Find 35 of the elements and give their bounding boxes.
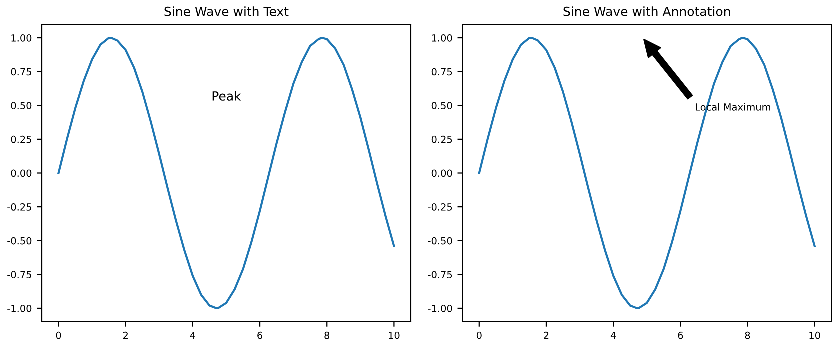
y-tick-label: 0.50 [11, 102, 32, 110]
y-tick-label: -0.25 [8, 204, 32, 211]
y-tick-label: 0.50 [432, 102, 452, 110]
y-tick-label: 0.75 [432, 68, 452, 76]
chart-title: Sine Wave with Text [164, 6, 289, 16]
y-tick-label: 0.00 [432, 170, 452, 178]
y-tick-label: 0.25 [432, 136, 452, 144]
y-tick-label: -0.25 [428, 204, 452, 211]
y-tick-label: 0.75 [11, 68, 32, 76]
x-tick-label: 2 [544, 332, 549, 340]
x-tick-label: 4 [190, 332, 196, 340]
x-tick-label: 6 [678, 332, 684, 340]
line-series [478, 36, 816, 310]
y-tick-label: -0.75 [8, 271, 32, 278]
y-tick-label: 0.00 [11, 170, 32, 178]
x-tick-label: 6 [258, 332, 263, 340]
y-tick-label: -0.50 [428, 237, 452, 245]
x-tick-label: 2 [123, 332, 128, 340]
x-tick-label: 10 [389, 332, 400, 340]
y-tick-label: 1.00 [12, 34, 32, 42]
x-tick-label: 4 [610, 332, 616, 340]
x-tick-label: 8 [745, 332, 750, 340]
line-series [58, 36, 396, 310]
y-tick-label: 0.25 [11, 136, 32, 144]
x-tick-label: 8 [324, 332, 330, 340]
annotation: Peak [212, 91, 242, 101]
y-tick-label: -0.50 [8, 237, 32, 245]
chart-title: Sine Wave with Annotation [564, 6, 730, 16]
x-tick-label: 0 [56, 332, 62, 340]
y-tick-label: -1.00 [8, 304, 32, 312]
y-tick-label: -0.75 [428, 271, 452, 278]
y-tick-label: -1.00 [428, 304, 452, 312]
x-tick-label: 10 [810, 332, 820, 340]
x-tick-label: 0 [476, 332, 482, 340]
y-tick-label: 1.00 [432, 34, 452, 42]
